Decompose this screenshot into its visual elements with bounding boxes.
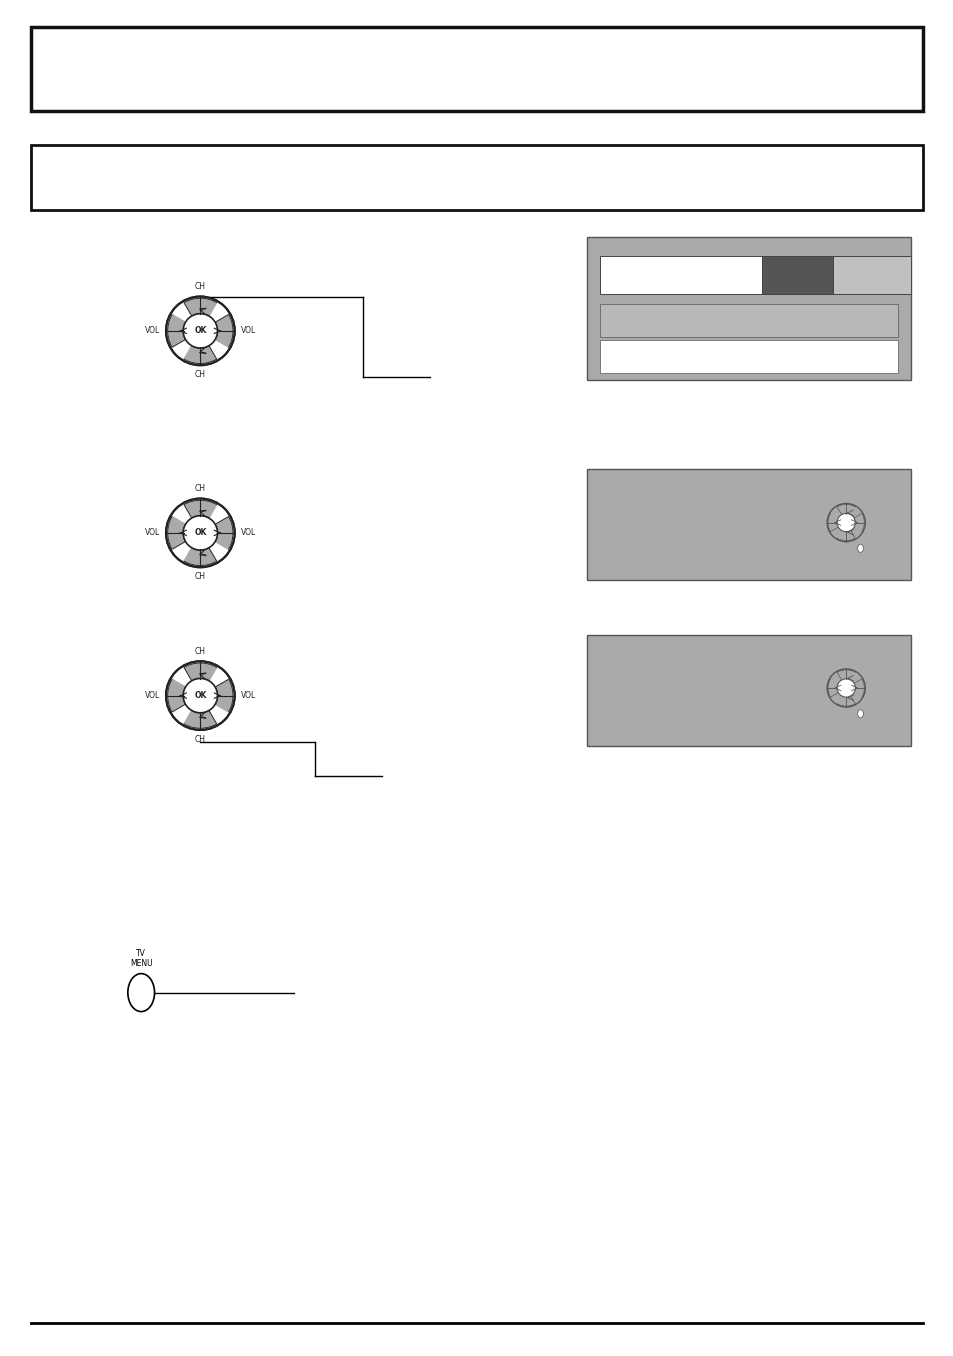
Text: CH: CH [194,647,206,656]
Ellipse shape [836,514,855,532]
Ellipse shape [166,662,234,730]
Text: VOL: VOL [240,327,255,335]
Circle shape [857,709,862,717]
Ellipse shape [183,313,217,348]
Bar [31,145,922,210]
Polygon shape [837,696,854,706]
Polygon shape [853,514,863,532]
Ellipse shape [166,499,234,567]
Ellipse shape [836,679,855,697]
Text: VOL: VOL [240,529,255,537]
Polygon shape [168,315,185,347]
Text: OK: OK [194,529,206,537]
Bar [599,340,897,373]
Bar [832,256,910,294]
Ellipse shape [183,678,217,713]
Text: CH: CH [194,370,206,380]
Polygon shape [215,315,233,347]
Polygon shape [168,679,185,712]
Bar [31,27,922,111]
Bar [599,256,761,294]
Text: CH: CH [194,282,206,292]
Polygon shape [215,517,233,549]
Text: OK: OK [194,327,206,335]
Text: OK: OK [194,692,206,700]
Bar [586,237,910,380]
Circle shape [857,544,862,552]
Circle shape [128,974,154,1012]
Text: VOL: VOL [145,692,160,700]
Bar [761,256,832,294]
Text: CH: CH [194,484,206,494]
Polygon shape [168,517,185,549]
Polygon shape [184,548,216,565]
Text: VOL: VOL [240,692,255,700]
Ellipse shape [166,297,234,365]
Polygon shape [837,670,854,681]
Text: VOL: VOL [145,327,160,335]
Polygon shape [853,679,863,697]
Text: VOL: VOL [145,529,160,537]
Bar [586,469,910,580]
Polygon shape [184,298,216,316]
Polygon shape [184,711,216,728]
Ellipse shape [183,515,217,551]
Polygon shape [837,504,854,515]
Text: CH: CH [194,572,206,582]
Polygon shape [837,530,854,541]
Polygon shape [215,679,233,712]
Text: CH: CH [194,735,206,744]
Polygon shape [184,346,216,363]
Polygon shape [184,500,216,518]
Text: TV
MENU: TV MENU [130,949,152,968]
Polygon shape [827,679,838,697]
Bar [599,304,897,338]
Bar [586,635,910,746]
Polygon shape [184,663,216,681]
Polygon shape [827,514,838,532]
